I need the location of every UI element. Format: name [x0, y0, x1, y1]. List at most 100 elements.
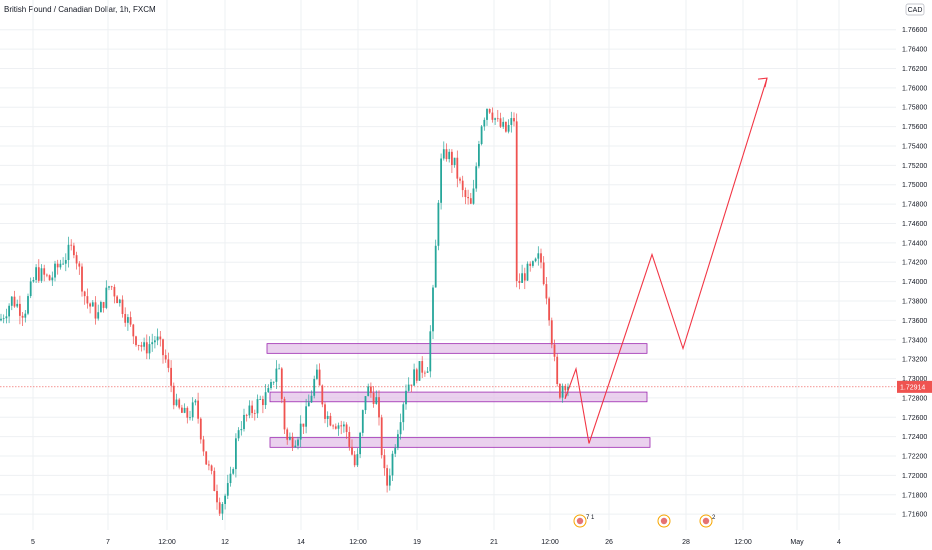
candle-body — [397, 434, 399, 449]
candle-body — [507, 124, 510, 132]
x-tick-label: 26 — [605, 539, 613, 546]
x-tick-label: 21 — [490, 539, 498, 546]
candle-body — [464, 190, 467, 198]
candle-body — [97, 312, 100, 319]
y-tick-label: 1.74600 — [902, 221, 927, 228]
candle-body — [324, 404, 326, 419]
candle-body — [529, 263, 532, 266]
candle-body — [132, 324, 135, 337]
candle-body — [113, 286, 116, 297]
candle-body — [429, 331, 432, 372]
support-zone[interactable] — [269, 437, 651, 448]
projection[interactable] — [564, 77, 768, 444]
candle-body — [351, 446, 353, 455]
price-axis[interactable]: 1.76600 1.76400 1.76200 1.76000 1.75800 1.756… — [897, 3, 932, 519]
x-tick-label: 12:00 — [158, 539, 176, 546]
candle-body — [170, 367, 172, 386]
candle-body — [116, 296, 118, 304]
event-marker[interactable] — [657, 514, 671, 528]
resistance-zone[interactable] — [266, 343, 648, 354]
event-marker[interactable]: 2 — [699, 514, 716, 528]
candle-body — [394, 448, 397, 454]
y-tick-label: 1.74200 — [902, 260, 927, 267]
y-tick-label: 1.73400 — [902, 337, 927, 344]
candle-body — [418, 361, 421, 381]
candle-body — [78, 263, 81, 267]
candle-body — [426, 371, 429, 373]
projection-arrowhead[interactable] — [757, 77, 768, 88]
y-tick-label: 1.72400 — [902, 434, 927, 441]
time-axis[interactable]: 5 7 12:00 12 14 12:00 19 21 12:00 26 28 12:00 May 4 — [31, 539, 841, 546]
candle-body — [467, 197, 469, 199]
candle-body — [164, 355, 167, 360]
candle-body — [167, 359, 170, 368]
candle-body — [515, 121, 518, 281]
candle-body — [313, 378, 316, 396]
candle-body — [297, 439, 299, 446]
candle-body — [321, 385, 324, 405]
candle-body — [337, 425, 340, 429]
candle-body — [280, 368, 283, 399]
candle-body — [343, 424, 345, 427]
candle-body — [286, 429, 289, 440]
projection-path[interactable] — [564, 77, 768, 444]
candle-body — [229, 473, 232, 484]
candle-body — [148, 344, 151, 354]
candle-body — [380, 417, 383, 456]
candle-body — [391, 453, 394, 476]
candle-body — [100, 302, 102, 313]
grid — [0, 0, 896, 530]
y-tick-label: 1.76400 — [902, 47, 927, 54]
candle-body — [451, 151, 453, 165]
y-tick-label: 1.76000 — [902, 85, 927, 92]
candle-body — [510, 118, 513, 125]
candle-body — [32, 279, 35, 282]
zones[interactable] — [266, 343, 651, 448]
y-tick-label: 1.75200 — [902, 163, 927, 170]
candle-body — [480, 126, 483, 145]
candle-body — [559, 384, 561, 398]
y-tick-label: 1.72200 — [902, 454, 927, 461]
events[interactable]: 7 1 2 — [573, 514, 716, 528]
candle-body — [294, 445, 297, 448]
middle-zone[interactable] — [269, 391, 648, 403]
candle-body — [270, 382, 272, 389]
candle-body — [94, 302, 97, 319]
candle-body — [340, 425, 343, 427]
candle-body — [289, 436, 291, 440]
candle-body — [532, 261, 534, 266]
candle-body — [118, 299, 121, 304]
event-marker[interactable]: 7 1 — [573, 514, 595, 528]
candle-body — [348, 432, 351, 447]
candle-body — [399, 422, 402, 435]
candle-body — [81, 266, 83, 292]
flag-icon-dot — [660, 517, 668, 525]
currency-button[interactable] — [905, 3, 925, 16]
candle-body — [43, 268, 46, 275]
candle-body — [240, 429, 243, 431]
candle-body — [48, 275, 51, 281]
candle-body — [283, 398, 286, 430]
candle-body — [267, 388, 270, 393]
flag-icon-dot — [576, 517, 584, 525]
candle-body — [459, 178, 461, 181]
y-tick-label: 1.73000 — [902, 376, 927, 383]
candle-body — [256, 399, 259, 414]
candle-body — [5, 316, 8, 319]
candle-body — [461, 180, 464, 191]
y-tick-label: 1.71800 — [902, 492, 927, 499]
candle-body — [208, 464, 210, 466]
y-tick-label: 1.71600 — [902, 512, 927, 519]
candle-body — [121, 299, 124, 314]
candle-body — [19, 303, 21, 316]
candle-body — [545, 284, 548, 299]
current-price-badge — [897, 380, 932, 393]
candle-body — [526, 263, 529, 281]
candle-body — [353, 454, 356, 466]
candle-body — [2, 318, 5, 320]
candle-body — [542, 262, 545, 285]
candle-body — [178, 399, 181, 408]
y-tick-label: 1.75400 — [902, 143, 927, 150]
candle-body — [318, 369, 321, 386]
